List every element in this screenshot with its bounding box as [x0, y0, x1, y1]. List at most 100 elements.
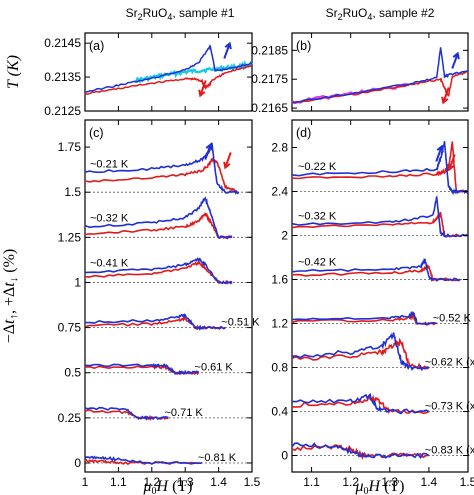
- trace-down-sweep: [84, 157, 239, 194]
- x-tick-label: 1.2: [342, 475, 359, 489]
- sweep-down-arrow: [223, 152, 232, 170]
- y-tick-label: 2.8: [271, 141, 288, 155]
- trace-up-sweep: [291, 392, 430, 415]
- trace-up-sweep: [291, 310, 437, 326]
- series-line: [84, 64, 253, 95]
- y-tick-label: 1.75: [58, 140, 82, 154]
- panel-label-a: (a): [89, 39, 104, 53]
- panel-a-series: [84, 44, 253, 95]
- y-tick-label: 0.4: [271, 405, 288, 419]
- sweep-up-arrow: [223, 41, 232, 59]
- title-sample-1: Sr2RuO4, sample #1: [126, 6, 235, 22]
- y-tick-label: 0.75: [58, 321, 82, 335]
- panel-d-frame: [291, 119, 469, 473]
- panel-a-frame: [84, 32, 253, 112]
- y-tick-label: 1: [74, 275, 81, 289]
- panel-label-b: (b): [296, 39, 311, 53]
- y-tick-label: 2.4: [271, 185, 288, 199]
- trace-temperature-label: ~0.73 K (x5): [425, 401, 474, 413]
- sweep-down-arrow: [447, 154, 456, 172]
- trace-up-sweep: [291, 195, 469, 238]
- x-tick-label: 1.5: [244, 475, 261, 489]
- trace-temperature-label: ~0.71 K: [165, 407, 204, 419]
- trace-temperature-label: ~0.22 K: [298, 161, 337, 173]
- trace-temperature-label: ~0.32 K: [90, 213, 129, 225]
- y-tick-label: 1.25: [58, 230, 82, 244]
- trace-up-sweep: [291, 141, 469, 196]
- x-axis-label-d: μ0H (T): [354, 478, 404, 495]
- trace-temperature-label: ~0.83 K (x5): [425, 445, 474, 457]
- panel-label-d: (d): [296, 126, 311, 140]
- trace-down-sweep: [292, 394, 430, 415]
- trace-temperature-label: ~0.41 K: [90, 258, 129, 270]
- trace-up-sweep: [84, 362, 200, 376]
- trace-up-sweep: [291, 257, 461, 282]
- x-tick-label: 1.1: [110, 475, 127, 489]
- title-sample-2: Sr2RuO4, sample #2: [326, 6, 435, 22]
- y-tick-label: 0.25: [58, 411, 82, 425]
- trace-up-sweep: [85, 313, 226, 331]
- trace-up-sweep: [84, 196, 233, 240]
- trace-temperature-label: ~0.51 K: [221, 317, 260, 329]
- x-tick-label: 1.4: [421, 475, 438, 489]
- y-tick-label: 1.5: [64, 185, 81, 199]
- y-tick-label: 2: [281, 229, 288, 243]
- y-tick-label: 0.2125: [44, 104, 81, 118]
- y-tick-label: 0.8: [271, 361, 288, 375]
- y-axis-label-bottom: −Δt↑, +Δt↓ (%): [1, 249, 20, 344]
- y-axis-label-top: T (K): [5, 55, 22, 89]
- trace-temperature-label: ~0.42 K: [298, 257, 337, 269]
- trace-up-sweep: [84, 257, 233, 285]
- panel-label-c: (c): [89, 126, 104, 140]
- y-tick-label: 0.2185: [251, 43, 288, 57]
- panel-a-ticks: 0.2125 0.2135 0.2145: [44, 33, 253, 118]
- y-tick-label: 0.2175: [251, 72, 288, 86]
- x-tick-label: 1: [82, 475, 89, 489]
- x-tick-label: 1.3: [381, 475, 398, 489]
- panel-c-frame: [84, 119, 253, 473]
- x-tick-label: 1.2: [143, 475, 160, 489]
- trace-temperature-label: ~0.81 K: [198, 452, 237, 464]
- y-tick-label: 0.2135: [44, 70, 81, 84]
- y-tick-label: 1.2: [271, 317, 288, 331]
- y-tick-label: 0.5: [64, 366, 81, 380]
- sweep-down-arrow: [198, 80, 207, 98]
- y-tick-label: 0.2165: [251, 101, 288, 115]
- trace-up-sweep: [84, 406, 169, 421]
- sweep-up-arrow: [451, 51, 460, 69]
- trace-up-sweep: [84, 455, 202, 465]
- series-line: [291, 70, 469, 104]
- sweep-up-arrow: [435, 144, 444, 162]
- panel-b-ticks: 0.2165 0.2175 0.2185: [251, 33, 469, 115]
- x-tick-label: 1.4: [210, 475, 227, 489]
- sweep-up-arrow: [204, 142, 213, 160]
- trace-down-sweep: [291, 141, 469, 194]
- trace-down-sweep: [291, 264, 461, 282]
- trace-down-sweep: [291, 337, 430, 370]
- sweep-down-arrow: [441, 87, 450, 105]
- panel-c-traces: ~0.21 K ~0.32 K ~0.41 K ~0.51 K ~0.61 K ~0.71…: [84, 142, 260, 466]
- y-tick-label: 1.6: [271, 273, 288, 287]
- trace-temperature-label: ~0.32 K: [298, 211, 337, 223]
- x-tick-label: 1.5: [460, 475, 474, 489]
- x-tick-label: 1.3: [177, 475, 194, 489]
- y-tick-label: 0: [74, 456, 81, 470]
- trace-temperature-label: ~0.62 K (x5): [425, 357, 474, 369]
- x-tick-label: 1.1: [303, 475, 320, 489]
- trace-up-sweep: [291, 442, 430, 459]
- series-line: [291, 47, 469, 104]
- panel-b-series: [291, 47, 469, 105]
- series-line: [84, 44, 253, 93]
- y-tick-label: 0: [281, 449, 288, 463]
- trace-up-sweep: [291, 332, 430, 372]
- panel-d-traces: ~0.22 K ~0.32 K ~0.42 K ~0.52 K ~0.62 K (x5)…: [291, 141, 474, 460]
- panel-d-ticks: 0 0.4 0.8 1.2 1.6 2 2.4 2.8 1.1 1.2 1.3 1.4 1.5: [271, 120, 474, 489]
- y-tick-label: 0.2145: [44, 36, 81, 50]
- trace-temperature-label: ~0.21 K: [90, 158, 129, 170]
- x-axis-label-c: μ0H (T): [142, 478, 192, 495]
- trace-down-sweep: [84, 315, 226, 331]
- trace-temperature-label: ~0.52 K: [433, 313, 472, 325]
- panel-c-ticks: 0 0.25 0.5 0.75 1 1.25 1.5 1.75 1 1.1 1.2 1.3 1.4 1.5: [58, 120, 261, 489]
- trace-temperature-label: ~0.61 K: [195, 362, 234, 374]
